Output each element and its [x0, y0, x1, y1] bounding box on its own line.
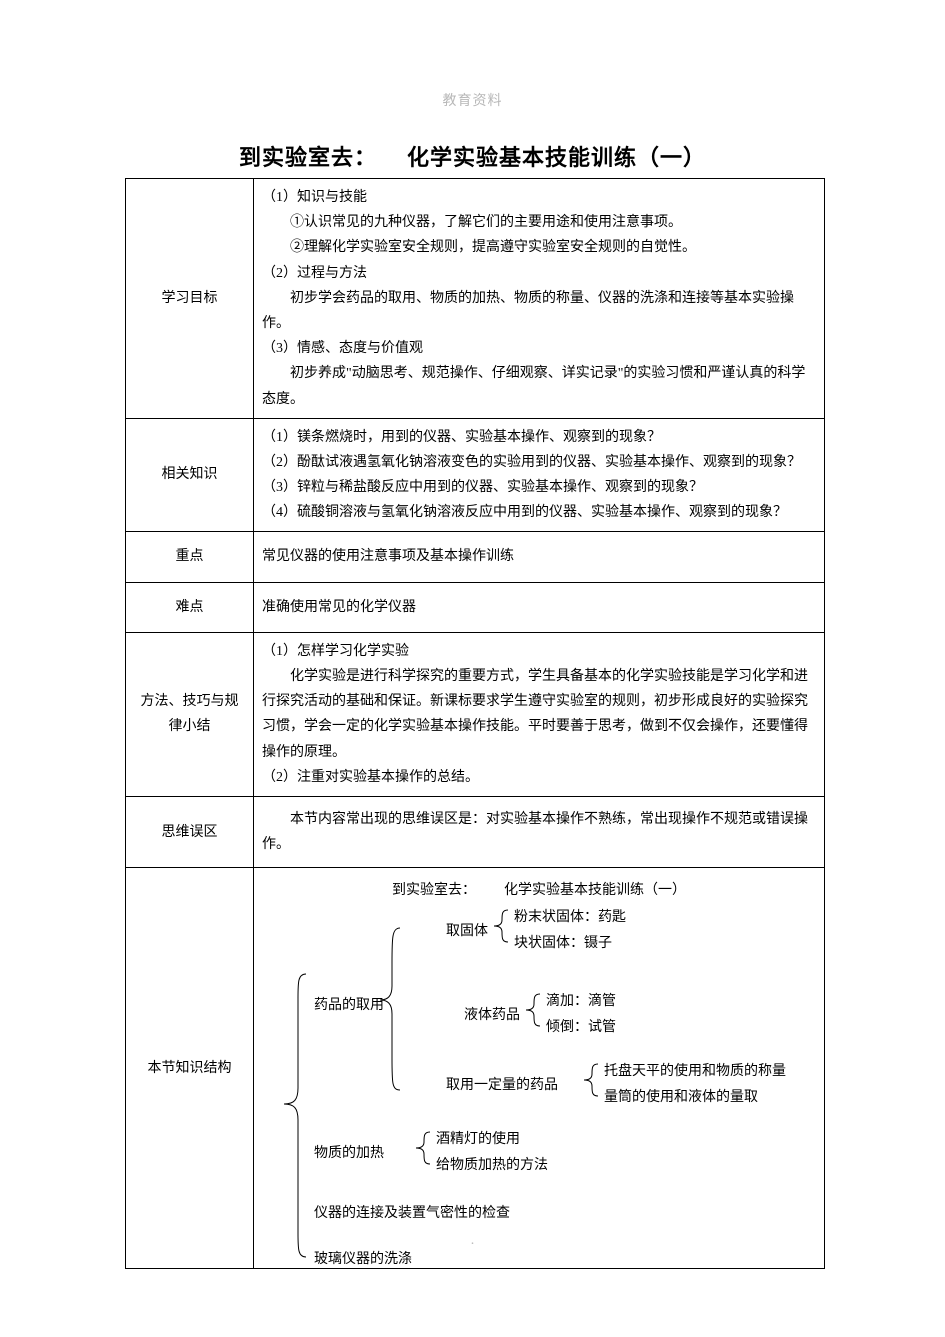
text-line: （2）注重对实验基本操作的总结。 — [262, 765, 816, 790]
row-content-key-point: 常见仪器的使用注意事项及基本操作训练 — [254, 532, 825, 582]
page-number: . — [0, 1233, 945, 1249]
node-jiare-b: 给物质加热的方法 — [436, 1152, 548, 1177]
row-label-related-knowledge: 相关知识 — [126, 418, 254, 532]
page-title: 到实验室去： 化学实验基本技能训练（一） — [0, 140, 945, 172]
title-right: 化学实验基本技能训练（一） — [407, 145, 706, 170]
text-line: 初步学会药品的取用、物质的加热、物质的称量、仪器的洗涤和连接等基本实验操作。 — [262, 286, 816, 336]
diagram-title: 到实验室去： 化学实验基本技能训练（一） — [254, 878, 824, 903]
text-line: ①认识常见的九种仪器，了解它们的主要用途和使用注意事项。 — [262, 210, 816, 235]
node-yeti-b: 倾倒：试管 — [546, 1014, 616, 1039]
knowledge-diagram: 到实验室去： 化学实验基本技能训练（一） — [254, 868, 824, 1268]
text-line: 化学实验是进行科学探究的重要方式，学生具备基本的化学实验技能是学习化学和进行探究… — [262, 664, 816, 765]
row-label-structure: 本节知识结构 — [126, 868, 254, 1269]
table-row: 学习目标 （1）知识与技能 ①认识常见的九种仪器，了解它们的主要用途和使用注意事… — [126, 179, 825, 419]
text-line: （2）酚酞试液遇氢氧化钠溶液变色的实验用到的仪器、实验基本操作、观察到的现象？ — [262, 450, 816, 475]
row-label-difficulty: 难点 — [126, 582, 254, 632]
text-line: 初步养成"动脑思考、规范操作、仔细观察、详实记录"的实验习惯和严谨认真的科学态度… — [262, 361, 816, 411]
row-content-structure: 到实验室去： 化学实验基本技能训练（一） — [254, 868, 825, 1269]
row-content-methods: （1）怎样学习化学实验 化学实验是进行科学探究的重要方式，学生具备基本的化学实验… — [254, 632, 825, 796]
node-dingliang-b: 量筒的使用和液体的量取 — [604, 1084, 758, 1109]
row-label-misconception: 思维误区 — [126, 796, 254, 867]
brace-yeti — [526, 994, 540, 1026]
text-line: （2）过程与方法 — [262, 261, 816, 286]
brace-dingliang — [584, 1064, 598, 1096]
text-line: （3）锌粒与稀盐酸反应中用到的仪器、实验基本操作、观察到的现象？ — [262, 475, 816, 500]
row-label-key-point: 重点 — [126, 532, 254, 582]
row-label-methods: 方法、技巧与规律小结 — [126, 632, 254, 796]
title-left: 到实验室去： — [239, 145, 377, 170]
brace-qugu — [494, 910, 508, 942]
text-line: ②理解化学实验室安全规则，提高遵守实验室安全规则的自觉性。 — [262, 235, 816, 260]
node-jiare-a: 酒精灯的使用 — [436, 1126, 520, 1151]
text-line: （1）知识与技能 — [262, 185, 816, 210]
table-row: 方法、技巧与规律小结 （1）怎样学习化学实验 化学实验是进行科学探究的重要方式，… — [126, 632, 825, 796]
node-yeti-a: 滴加：滴管 — [546, 988, 616, 1013]
brace-jiare — [416, 1132, 430, 1164]
node-dingliang-a: 托盘天平的使用和物质的称量 — [604, 1058, 786, 1083]
node-jiare: 物质的加热 — [314, 1140, 384, 1165]
table-row: 重点 常见仪器的使用注意事项及基本操作训练 — [126, 532, 825, 582]
table-row: 思维误区 本节内容常出现的思维误区是：对实验基本操作不熟练，常出现操作不规范或错… — [126, 796, 825, 867]
table-row: 本节知识结构 到实验室去： 化学实验基本技能训练（一） — [126, 868, 825, 1269]
diagram-title-left: 到实验室去： — [392, 883, 476, 898]
row-content-related-knowledge: （1）镁条燃烧时，用到的仪器、实验基本操作、观察到的现象？ （2）酚酞试液遇氢氧… — [254, 418, 825, 532]
row-content-difficulty: 准确使用常见的化学仪器 — [254, 582, 825, 632]
row-label-learning-goals: 学习目标 — [126, 179, 254, 419]
node-qugu-a: 粉末状固体：药匙 — [514, 904, 626, 929]
node-yeti: 液体药品 — [464, 1002, 520, 1027]
node-dingliang: 取用一定量的药品 — [446, 1072, 558, 1097]
node-qugu: 取固体 — [446, 918, 488, 943]
node-xidi: 玻璃仪器的洗涤 — [314, 1246, 412, 1271]
brace-main — [284, 974, 306, 1257]
text-line: （3）情感、态度与价值观 — [262, 336, 816, 361]
text-line: （4）硫酸铜溶液与氢氧化钠溶液反应中用到的仪器、实验基本操作、观察到的现象？ — [262, 500, 816, 525]
row-content-misconception: 本节内容常出现的思维误区是：对实验基本操作不熟练，常出现操作不规范或错误操作。 — [254, 796, 825, 867]
row-content-learning-goals: （1）知识与技能 ①认识常见的九种仪器，了解它们的主要用途和使用注意事项。 ②理… — [254, 179, 825, 419]
text-line: （1）镁条燃烧时，用到的仪器、实验基本操作、观察到的现象？ — [262, 425, 816, 450]
node-yaopin: 药品的取用 — [314, 992, 384, 1017]
node-lianjie: 仪器的连接及装置气密性的检查 — [314, 1200, 510, 1225]
table-row: 难点 准确使用常见的化学仪器 — [126, 582, 825, 632]
node-qugu-b: 块状固体：镊子 — [514, 930, 612, 955]
diagram-title-right: 化学实验基本技能训练（一） — [504, 883, 686, 898]
outline-table: 学习目标 （1）知识与技能 ①认识常见的九种仪器，了解它们的主要用途和使用注意事… — [125, 178, 825, 1269]
watermark-text: 教育资料 — [0, 90, 945, 110]
table-row: 相关知识 （1）镁条燃烧时，用到的仪器、实验基本操作、观察到的现象？ （2）酚酞… — [126, 418, 825, 532]
text-line: （1）怎样学习化学实验 — [262, 639, 816, 664]
